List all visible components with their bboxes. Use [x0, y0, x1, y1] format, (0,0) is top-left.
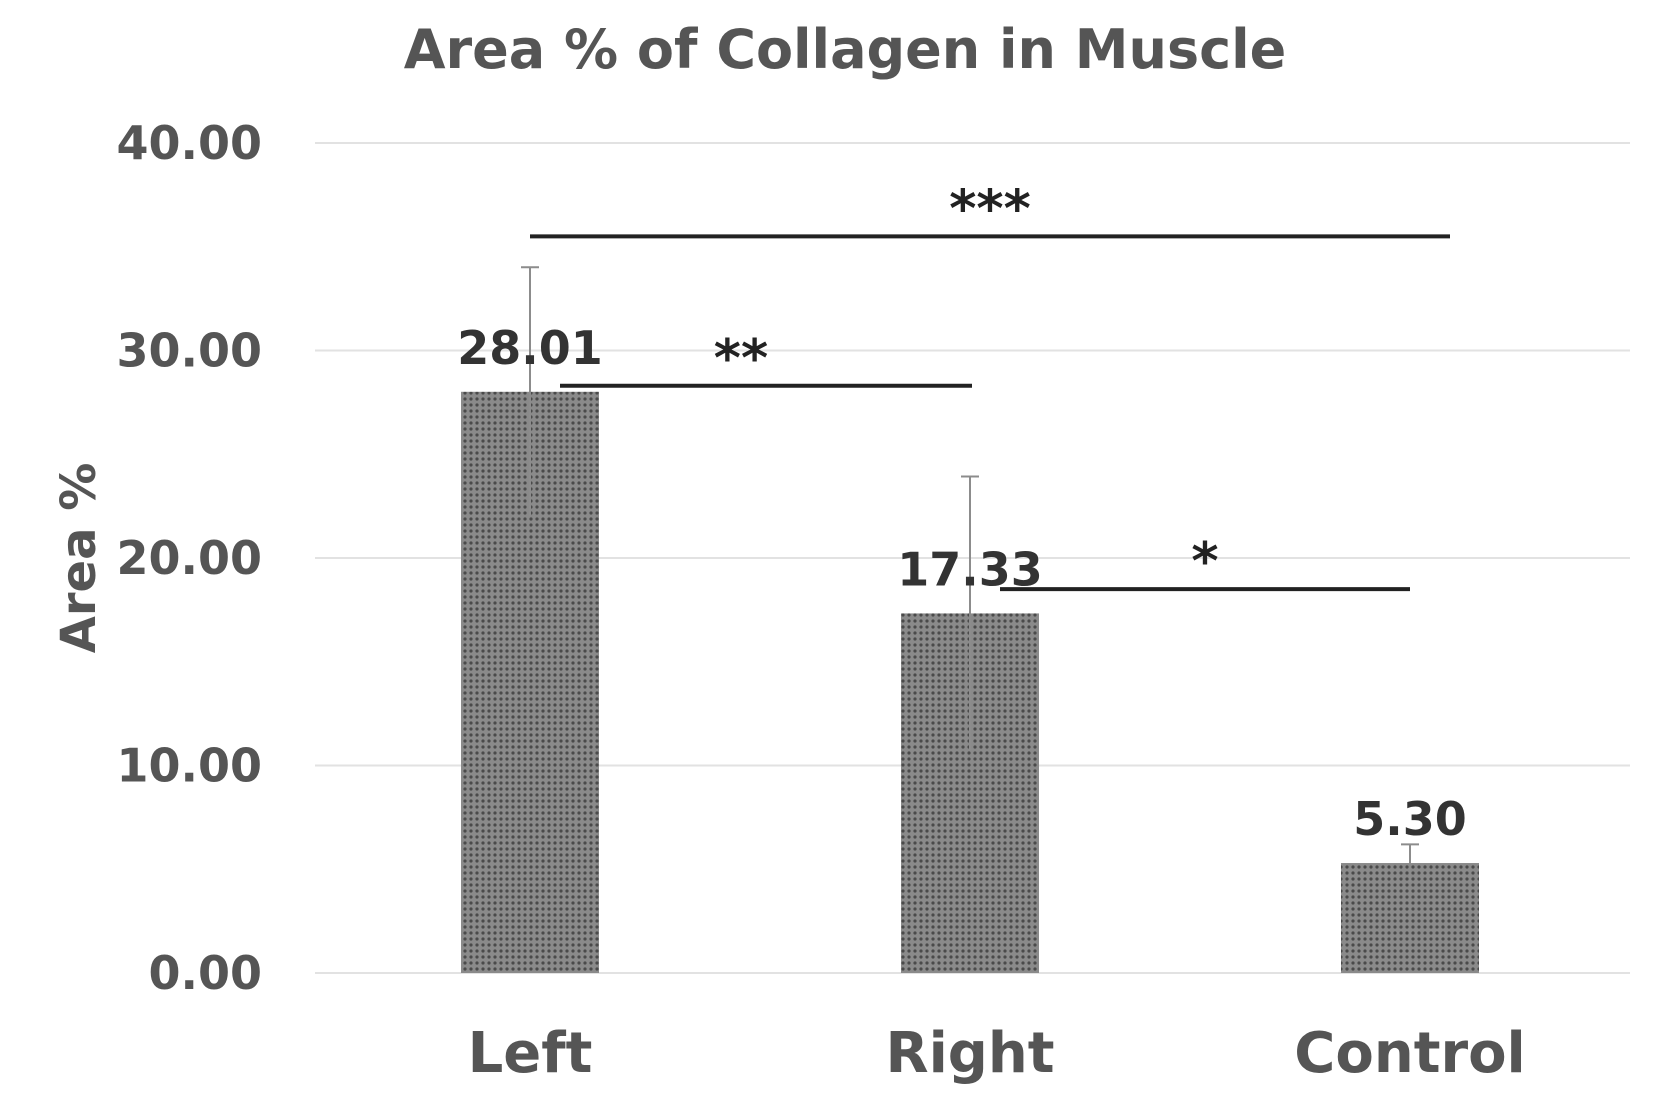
- y-tick-label: 30.00: [116, 324, 262, 378]
- y-tick-label: 40.00: [116, 116, 262, 170]
- y-tick-label: 10.00: [116, 739, 262, 793]
- x-category-label: Control: [1294, 1021, 1526, 1086]
- significance-label: ***: [949, 179, 1031, 239]
- y-axis-label: Area %: [51, 463, 107, 654]
- y-axis-ticks: 0.00 10.00 20.00 30.00 40.00: [116, 116, 262, 1000]
- chart-title: Area % of Collagen in Muscle: [404, 18, 1287, 81]
- significance-label: **: [714, 329, 768, 389]
- significance-brackets: ******: [530, 179, 1450, 592]
- error-bars: [521, 266, 1419, 882]
- x-category-label: Right: [885, 1021, 1054, 1086]
- data-label: 28.01: [457, 321, 603, 375]
- data-label: 5.30: [1353, 792, 1467, 846]
- significance-label: *: [1191, 532, 1218, 592]
- y-tick-label: 20.00: [116, 531, 262, 585]
- y-tick-label: 0.00: [149, 946, 263, 1000]
- x-axis-categories: Left Right Control: [468, 1021, 1526, 1086]
- x-category-label: Left: [468, 1021, 593, 1086]
